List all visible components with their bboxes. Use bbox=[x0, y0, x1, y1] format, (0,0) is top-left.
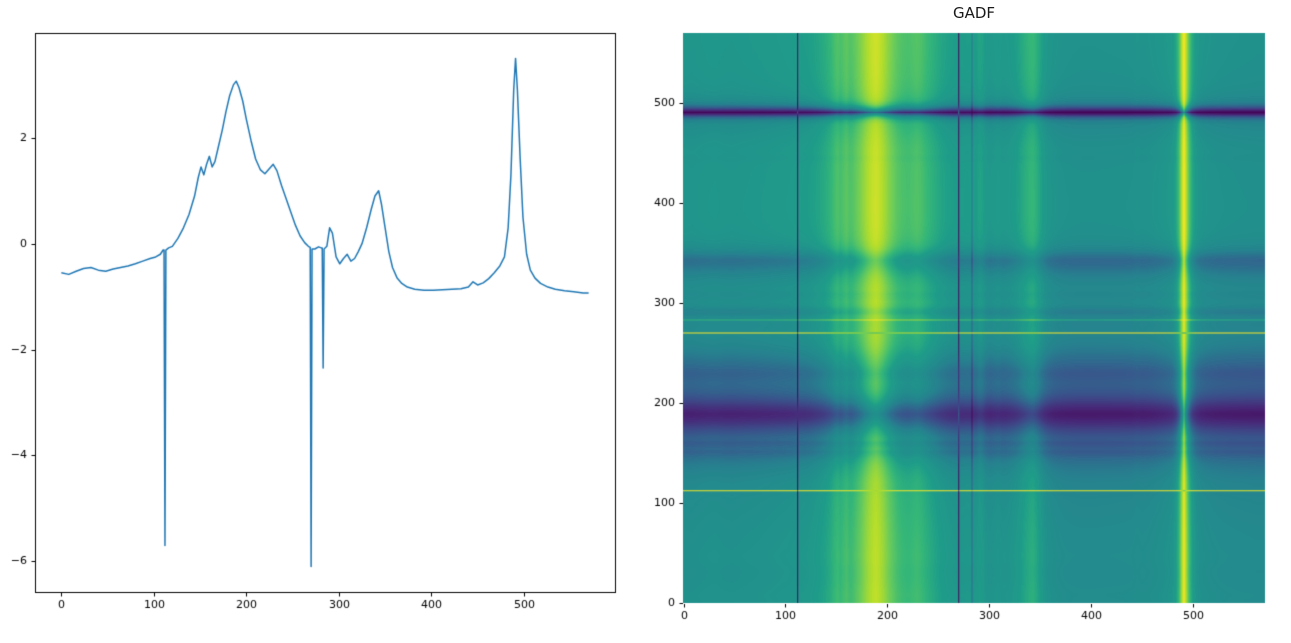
line-plot-canvas bbox=[0, 0, 645, 643]
gadf-heatmap-canvas bbox=[645, 0, 1291, 643]
heatmap-title: GADF bbox=[952, 4, 996, 22]
